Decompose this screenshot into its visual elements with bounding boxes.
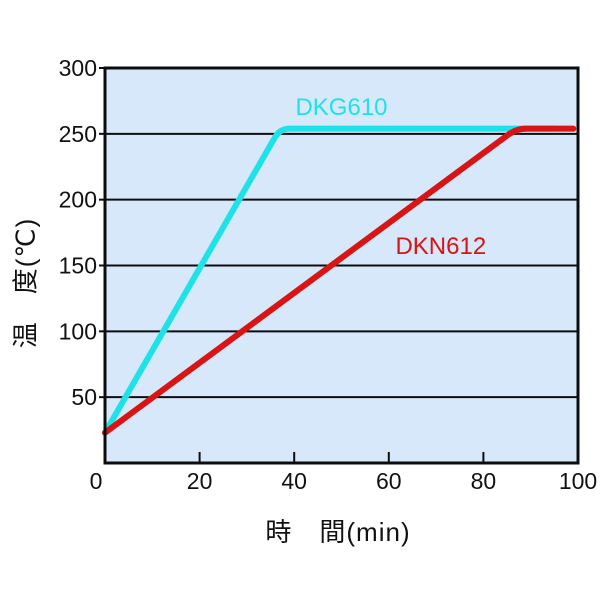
y-tick-label-50: 50 — [71, 384, 97, 410]
x-tick-label-80: 80 — [471, 468, 497, 494]
x-tick-label-60: 60 — [376, 468, 402, 494]
series-label-dkn612: DKN612 — [395, 233, 487, 261]
series-line-dkn612 — [102, 125, 577, 436]
x-tick-label-100: 100 — [559, 468, 597, 494]
x-tick-label-20: 20 — [187, 468, 213, 494]
y-tick-label-150: 150 — [59, 253, 97, 279]
series-label-dkg610: DKG610 — [295, 93, 388, 121]
x-tick-label-0: 0 — [90, 468, 103, 494]
y-tick-label-100: 100 — [59, 318, 97, 344]
y-tick-label-200: 200 — [59, 187, 97, 213]
x-tick-label-40: 40 — [281, 468, 307, 494]
x-axis-title: 時 間(min) — [265, 517, 411, 547]
y-axis-title: 温 度(℃) — [10, 217, 41, 349]
y-tick-label-300: 300 — [59, 55, 97, 81]
plot-frame — [103, 66, 580, 465]
y-tick-label-250: 250 — [59, 121, 97, 147]
series-line-dkg610 — [102, 125, 558, 436]
